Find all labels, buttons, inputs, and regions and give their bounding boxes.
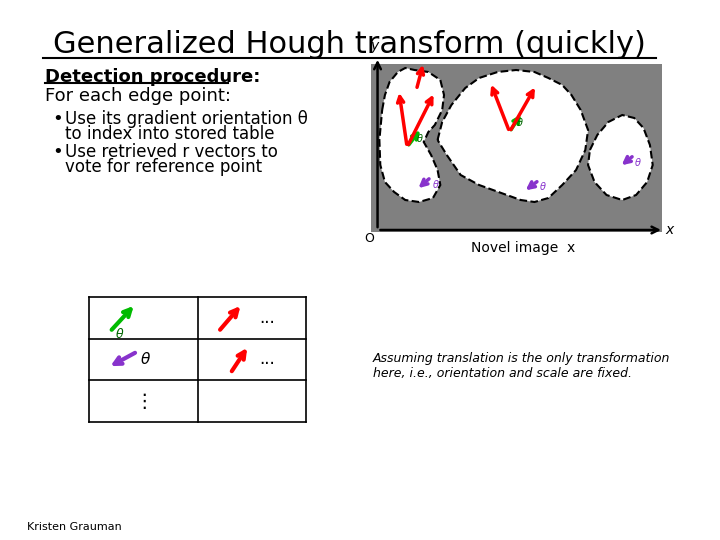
Bar [371,64,662,232]
Text: Detection procedure:: Detection procedure: [45,68,261,86]
Text: x: x [665,223,674,237]
Text: •: • [53,143,63,161]
Polygon shape [438,70,588,202]
Text: ⋮: ⋮ [134,392,153,410]
Text: Assuming translation is the only transformation
here, i.e., orientation and scal: Assuming translation is the only transfo… [373,352,670,380]
Text: θ: θ [517,118,523,128]
Text: For each edge point:: For each edge point: [45,87,231,105]
Text: θ: θ [635,158,641,168]
Text: vote for reference point: vote for reference point [66,158,263,176]
Text: θ: θ [141,352,150,367]
Text: ...: ... [259,309,275,327]
Text: Generalized Hough transform (quickly): Generalized Hough transform (quickly) [53,30,647,59]
Text: O: O [364,232,374,245]
Text: θ: θ [540,182,546,192]
Text: ...: ... [259,350,275,368]
Text: Use retrieved r vectors to: Use retrieved r vectors to [66,143,279,161]
Text: θ: θ [115,328,123,341]
Polygon shape [588,115,653,200]
Text: Use its gradient orientation θ: Use its gradient orientation θ [66,110,308,128]
Text: θ: θ [416,134,423,144]
Text: θ: θ [433,180,439,190]
Text: to index into stored table: to index into stored table [66,125,275,143]
Text: Novel image  x: Novel image x [472,241,575,255]
Text: •: • [53,110,63,128]
Polygon shape [379,68,444,202]
Text: Kristen Grauman: Kristen Grauman [27,522,122,532]
Text: y: y [371,39,379,53]
